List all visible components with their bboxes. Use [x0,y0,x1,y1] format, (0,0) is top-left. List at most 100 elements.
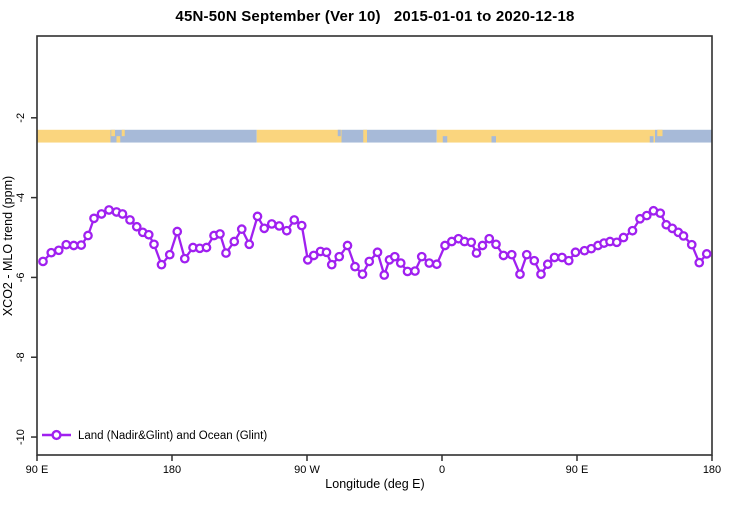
data-point [201,242,212,253]
legend-label: Land (Nadir&Glint) and Ocean (Glint) [78,430,267,442]
data-point [431,259,442,270]
data-point [549,252,560,263]
data-point [678,231,689,241]
data-point [701,249,712,259]
data-point [117,209,128,219]
data-point [342,240,353,251]
data-point [350,261,360,272]
data-point [491,239,501,250]
data-point [259,223,270,234]
data-point [252,211,263,222]
data-point [379,270,390,280]
data-point [466,237,477,248]
data-point [357,269,368,280]
data-point [395,258,406,268]
data-point [274,221,285,231]
data-point [302,255,313,265]
data-point [440,240,450,251]
land-band-speck [116,136,121,143]
data-point [89,213,99,224]
land-band-speck [121,129,125,137]
land-band-segment [256,129,342,143]
data-point [506,249,517,260]
data-point [131,221,142,232]
x-tick-label: 90 E [26,464,49,476]
ocean-band-segment [341,129,437,143]
x-tick-label: 0 [439,464,445,476]
data-point [83,230,93,241]
data-point [326,259,337,270]
data-point [570,247,581,258]
data-point [236,224,247,234]
data-point [484,233,495,244]
y-tick-label: -2 [15,113,27,123]
data-point [149,239,159,250]
data-point [389,251,400,262]
data-point [38,256,48,267]
data-point [416,251,427,262]
data-point [410,266,420,276]
x-tick-label: 180 [163,464,181,476]
x-tick-label: 180 [703,464,721,476]
y-axis-title: XCO2 - MLO trend (ppm) [1,175,15,317]
data-point [563,255,574,266]
land-band-speck [657,129,663,137]
data-point [229,236,240,247]
data-point [498,250,509,261]
x-tick-label: 90 E [566,464,589,476]
data-point [61,239,72,250]
data-point [694,257,705,268]
data-point [686,239,697,250]
data-point [266,219,277,229]
data-point [179,253,190,264]
data-point [281,225,292,236]
data-point [641,210,652,221]
data-point [296,220,307,231]
data-point [542,259,553,270]
data-point [221,248,231,258]
data-point [402,266,413,277]
data-point [244,239,255,250]
data-point [104,205,114,215]
data-point [156,259,167,270]
data-point [627,225,638,236]
data-point [529,255,540,266]
data-point [125,215,135,225]
data-point [477,240,488,251]
y-tick-label: -8 [15,352,27,362]
data-point [618,232,629,243]
ocean-band-speck [442,136,448,143]
data-point [536,269,546,280]
land-band-speck [363,129,367,143]
data-point [471,248,482,258]
data-point [308,250,319,261]
data-point [321,247,332,258]
data-point [164,249,175,260]
data-point [611,237,622,248]
chart-title: 45N-50N September (Ver 10) 2015-01-01 to… [175,8,575,25]
data-point [172,226,183,237]
ocean-band-speck [491,136,496,143]
data-point [515,269,525,280]
data-point [334,251,345,262]
data-point [521,249,532,260]
data-point [46,247,57,258]
y-tick-label: -4 [15,193,27,203]
data-point [143,229,154,240]
data-point [364,256,375,267]
ocean-band-segment [655,129,712,143]
data-point [76,240,87,250]
data-point [53,245,64,256]
legend-marker-icon [51,429,62,441]
y-tick-label: -10 [15,429,27,445]
ocean-band-speck [337,129,341,137]
data-point [424,258,435,268]
land-band-segment [436,129,655,143]
land-band-speck [111,129,115,137]
ocean-band-speck [649,136,654,143]
y-tick-label: -6 [15,273,27,283]
data-point [215,229,225,239]
x-axis-title: Longitude (deg E) [325,477,425,491]
